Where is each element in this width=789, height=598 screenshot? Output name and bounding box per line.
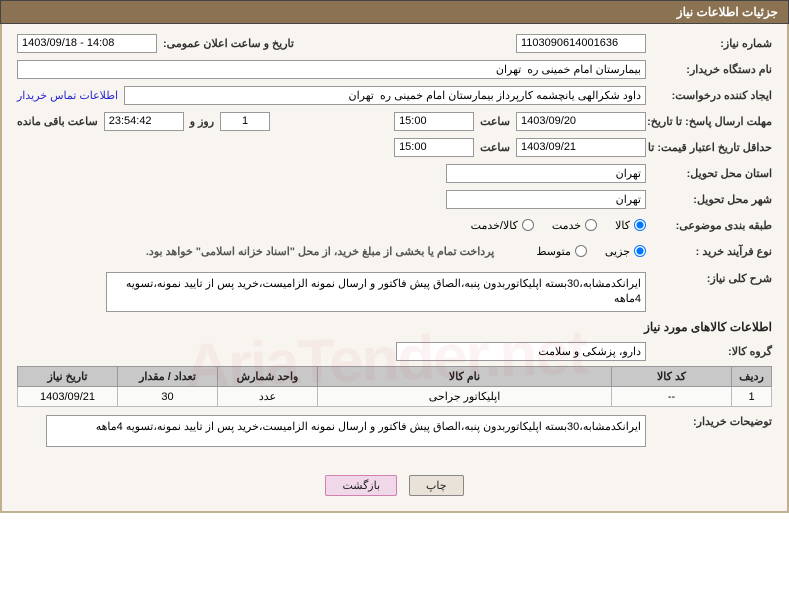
main-panel: AriaTender.net شماره نیاز: تاریخ و ساعت …: [0, 24, 789, 513]
category-radio-group: کالا خدمت کالا/خدمت: [471, 219, 646, 232]
cell-qty: 30: [118, 387, 218, 407]
th-row: ردیف: [732, 367, 772, 387]
cell-name: اپلیکاتور جراحی: [318, 387, 612, 407]
days-field[interactable]: [220, 112, 270, 131]
hours-remaining-field[interactable]: [104, 112, 184, 131]
days-label: روز و: [190, 115, 214, 128]
radio-goods-service-label: کالا/خدمت: [471, 219, 518, 232]
cell-code: --: [612, 387, 732, 407]
button-row: چاپ بازگشت: [17, 465, 772, 496]
requester-field[interactable]: [124, 86, 646, 105]
announce-field[interactable]: [17, 34, 157, 53]
buyer-org-label: نام دستگاه خریدار:: [652, 63, 772, 76]
radio-service-label: خدمت: [552, 219, 581, 232]
deadline-label: مهلت ارسال پاسخ: تا تاریخ:: [652, 115, 772, 128]
time-label-2: ساعت: [480, 141, 510, 154]
goods-group-field[interactable]: [396, 342, 646, 361]
radio-medium-label: متوسط: [536, 245, 571, 258]
need-number-field[interactable]: [516, 34, 646, 53]
th-name: نام کالا: [318, 367, 612, 387]
validity-label: حداقل تاریخ اعتبار قیمت: تا تاریخ:: [652, 141, 772, 154]
deadline-time-field[interactable]: [394, 112, 474, 131]
requester-label: ایجاد کننده درخواست:: [652, 89, 772, 102]
remaining-label: ساعت باقی مانده: [17, 115, 98, 128]
cell-unit: عدد: [218, 387, 318, 407]
radio-service[interactable]: [585, 219, 597, 231]
desc-label: شرح کلی نیاز:: [652, 272, 772, 285]
process-label: نوع فرآیند خرید :: [652, 245, 772, 258]
th-date: تاریخ نیاز: [18, 367, 118, 387]
goods-group-label: گروه کالا:: [652, 345, 772, 358]
items-table: ردیف کد کالا نام کالا واحد شمارش تعداد /…: [17, 366, 772, 407]
process-radio-group: جزیی متوسط: [536, 245, 646, 258]
payment-note: پرداخت تمام یا بخشی از مبلغ خرید، از محل…: [146, 245, 494, 258]
radio-goods-service[interactable]: [522, 219, 534, 231]
radio-goods-label: کالا: [615, 219, 630, 232]
radio-goods[interactable]: [634, 219, 646, 231]
th-qty: تعداد / مقدار: [118, 367, 218, 387]
radio-medium[interactable]: [575, 245, 587, 257]
time-label-1: ساعت: [480, 115, 510, 128]
th-code: کد کالا: [612, 367, 732, 387]
back-button[interactable]: بازگشت: [325, 475, 397, 496]
radio-small-label: جزیی: [605, 245, 630, 258]
deadline-date-field[interactable]: [516, 112, 646, 131]
province-field[interactable]: [446, 164, 646, 183]
desc-textarea[interactable]: [106, 272, 646, 312]
print-button[interactable]: چاپ: [409, 475, 464, 496]
buyer-notes-label: توضیحات خریدار:: [652, 415, 772, 428]
cell-row: 1: [732, 387, 772, 407]
radio-small[interactable]: [634, 245, 646, 257]
need-number-label: شماره نیاز:: [652, 37, 772, 50]
buyer-org-field[interactable]: [17, 60, 646, 79]
category-label: طبقه بندی موضوعی:: [652, 219, 772, 232]
province-label: استان محل تحویل:: [652, 167, 772, 180]
city-field[interactable]: [446, 190, 646, 209]
buyer-contact-link[interactable]: اطلاعات تماس خریدار: [17, 89, 118, 102]
buyer-notes-textarea[interactable]: [46, 415, 646, 447]
goods-section-title: اطلاعات کالاهای مورد نیاز: [17, 320, 772, 334]
city-label: شهر محل تحویل:: [652, 193, 772, 206]
validity-date-field[interactable]: [516, 138, 646, 157]
cell-date: 1403/09/21: [18, 387, 118, 407]
th-unit: واحد شمارش: [218, 367, 318, 387]
announce-label: تاریخ و ساعت اعلان عمومی:: [163, 37, 294, 50]
panel-title: جزئیات اطلاعات نیاز: [0, 0, 789, 24]
table-row: 1 -- اپلیکاتور جراحی عدد 30 1403/09/21: [18, 387, 772, 407]
validity-time-field[interactable]: [394, 138, 474, 157]
